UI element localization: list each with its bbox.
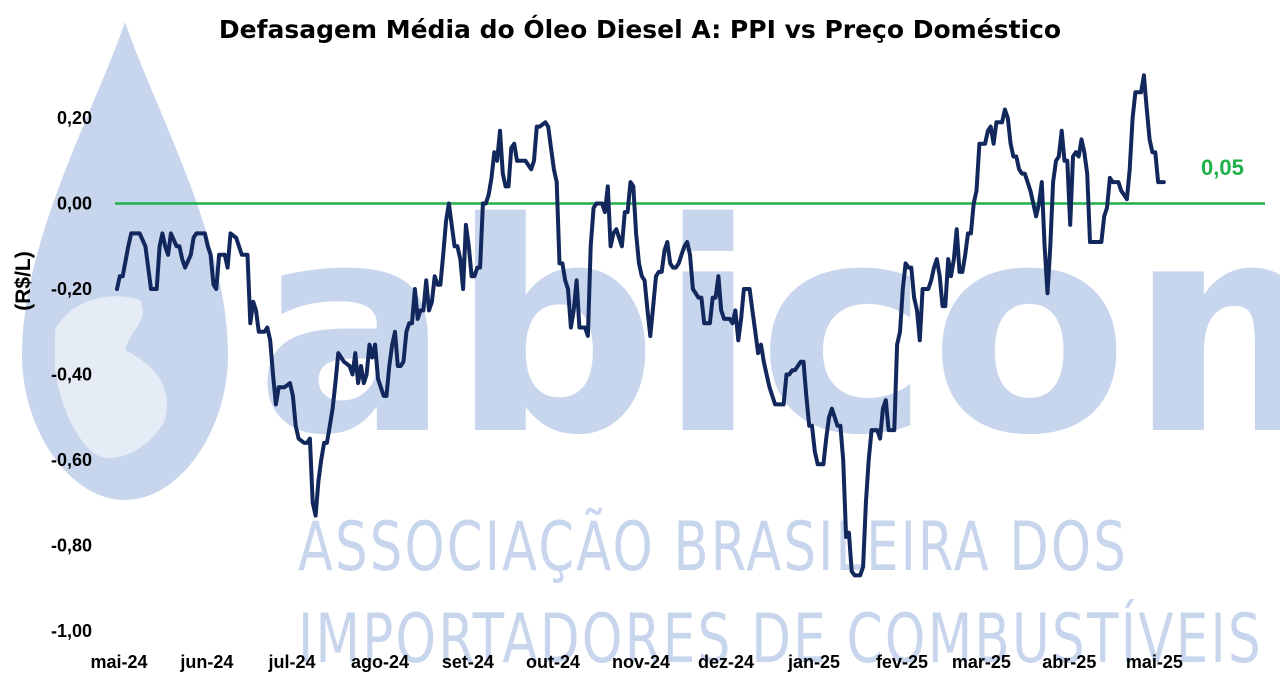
- watermark-brand: abicom: [255, 162, 1280, 499]
- y-tick-label: -0,40: [51, 365, 92, 385]
- globe-continent-icon: [55, 296, 167, 459]
- x-tick-label: out-24: [526, 652, 580, 672]
- x-tick-label: jan-25: [787, 652, 840, 672]
- x-tick-label: dez-24: [698, 652, 754, 672]
- y-tick-label: -1,00: [51, 621, 92, 641]
- x-tick-label: jun-24: [179, 652, 233, 672]
- x-tick-label: ago-24: [351, 652, 409, 672]
- watermark-line-1: ASSOCIAÇÃO BRASILEIRA DOS: [298, 507, 1128, 587]
- chart-title: Defasagem Média do Óleo Diesel A: PPI vs…: [219, 14, 1061, 44]
- series-line-defasagem: [115, 73, 1166, 578]
- y-tick-label: -0,20: [51, 279, 92, 299]
- y-tick-label: 0,20: [57, 108, 92, 128]
- x-tick-label: abr-25: [1042, 652, 1096, 672]
- watermark-line-2: IMPORTADORES DE COMBUSTÍVEIS: [298, 599, 1263, 679]
- x-tick-label: mar-25: [952, 652, 1011, 672]
- y-tick-label: 0,00: [57, 194, 92, 214]
- y-tick-label: -0,80: [51, 536, 92, 556]
- x-tick-label: nov-24: [612, 652, 670, 672]
- y-tick-label: -0,60: [51, 450, 92, 470]
- x-tick-label: fev-25: [876, 652, 928, 672]
- y-axis-ticks: 0,20 0,00 -0,20 -0,40 -0,60 -0,80 -1,00: [51, 108, 92, 641]
- x-tick-label: jul-24: [268, 652, 316, 672]
- x-tick-label: set-24: [442, 652, 494, 672]
- x-axis-ticks: mai-24 jun-24 jul-24 ago-24 set-24 out-24 nov-…: [90, 652, 1182, 672]
- y-axis-label: (R$/L): [12, 251, 35, 311]
- x-tick-label: mai-25: [1126, 652, 1183, 672]
- abicom-watermark: abicom ASSOCIAÇÃO BRASILEIRA DOS IMPORTA…: [22, 22, 1280, 679]
- x-tick-label: mai-24: [90, 652, 147, 672]
- last-value-label: 0,05: [1201, 155, 1244, 180]
